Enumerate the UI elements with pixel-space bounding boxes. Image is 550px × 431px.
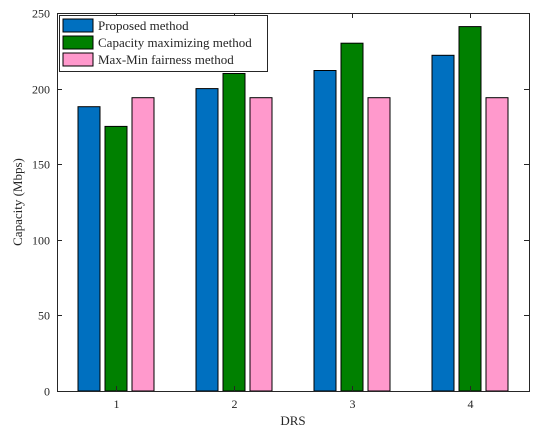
bar-series-1-cat-3 bbox=[313, 70, 337, 392]
legend-swatch-2 bbox=[62, 35, 94, 50]
y-tick-label: 100 bbox=[32, 234, 50, 248]
axes-layer bbox=[57, 13, 530, 392]
bar-series-1-cat-1 bbox=[77, 106, 101, 392]
bar-series-1-cat-4 bbox=[431, 54, 455, 392]
legend: Proposed method Capacity maximizing metho… bbox=[59, 15, 268, 72]
legend-label-3: Max-Min fairness method bbox=[98, 52, 234, 67]
ticks-layer: 0 50 100 150 200 250 1 2 3 4 bbox=[32, 7, 529, 411]
bar-series-1-cat-2 bbox=[195, 88, 219, 392]
legend-swatch-3 bbox=[62, 52, 94, 67]
bar-series-2-cat-4 bbox=[458, 26, 482, 392]
bar-series-3-cat-3 bbox=[367, 97, 391, 392]
bar-series-3-cat-4 bbox=[485, 97, 509, 392]
y-axis-label: Capacity (Mbps) bbox=[10, 158, 25, 246]
legend-label-2: Capacity maximizing method bbox=[98, 35, 252, 50]
bar-series-2-cat-2 bbox=[222, 73, 246, 392]
plot-frame bbox=[57, 13, 530, 392]
x-axis-label: DRS bbox=[280, 413, 305, 428]
y-tick-label: 200 bbox=[32, 83, 50, 97]
y-tick-label: 50 bbox=[38, 309, 50, 323]
bar-series-2-cat-1 bbox=[104, 125, 128, 392]
x-tick-label: 1 bbox=[114, 397, 120, 411]
x-tick-label: 2 bbox=[232, 397, 238, 411]
bars-layer bbox=[77, 26, 509, 392]
bar-series-3-cat-2 bbox=[249, 97, 273, 392]
legend-label-1: Proposed method bbox=[98, 18, 189, 33]
legend-swatch-1 bbox=[62, 18, 94, 33]
y-tick-label: 150 bbox=[32, 158, 50, 172]
bar-series-2-cat-3 bbox=[340, 42, 364, 392]
x-tick-label: 3 bbox=[350, 397, 356, 411]
y-tick-label: 0 bbox=[44, 385, 50, 399]
legend-box bbox=[59, 15, 268, 72]
x-tick-label: 4 bbox=[468, 397, 474, 411]
y-tick-label: 250 bbox=[32, 7, 50, 21]
bar-series-3-cat-1 bbox=[131, 97, 155, 392]
